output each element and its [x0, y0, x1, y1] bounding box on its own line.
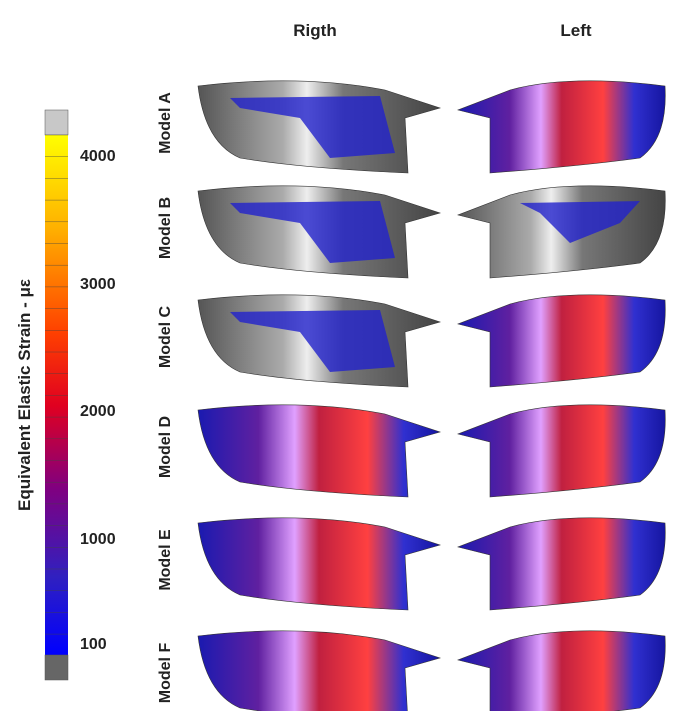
model-image: [458, 631, 665, 711]
model-image: [458, 81, 665, 173]
model-shape: [198, 405, 440, 497]
row-label: Model E: [157, 529, 174, 591]
colorbar-tick: 2000: [80, 403, 116, 420]
row-label: Model C: [157, 305, 174, 368]
column-header: Rigth: [293, 21, 336, 40]
colorbar-tick: 1000: [80, 531, 116, 548]
figure-canvas: Rigth Left 4000 3000 2000 1000 100 Equiv…: [0, 0, 691, 711]
colorbar-bottom: [45, 655, 68, 680]
model-shape: [198, 518, 440, 610]
model-image: [198, 186, 440, 278]
model-image: [198, 518, 440, 610]
model-image: [458, 186, 665, 278]
colorbar-tick: 100: [80, 636, 107, 653]
row-label: Model D: [157, 416, 174, 478]
column-header: Left: [560, 21, 592, 40]
model-shape: [198, 631, 440, 711]
model-shape: [458, 295, 665, 387]
row-label: Model A: [157, 92, 174, 154]
model-image: [458, 295, 665, 387]
model-image: [458, 405, 665, 497]
model-shape: [458, 405, 665, 497]
colorbar: [45, 110, 68, 680]
row-label: Model F: [157, 643, 174, 704]
colorbar-tick: 4000: [80, 148, 116, 165]
model-image: [198, 81, 440, 173]
model-image: [198, 295, 440, 387]
model-image: [458, 518, 665, 610]
colorbar-title: Equivalent Elastic Strain - με: [15, 279, 34, 511]
colorbar-gradient: [45, 135, 68, 655]
model-shape: [458, 81, 665, 173]
colorbar-tick: 3000: [80, 276, 116, 293]
model-image: [198, 631, 440, 711]
colorbar-top: [45, 110, 68, 135]
row-label: Model B: [157, 197, 174, 259]
model-shape: [458, 518, 665, 610]
model-image: [198, 405, 440, 497]
model-shape: [458, 631, 665, 711]
figure: Rigth Left 4000 3000 2000 1000 100 Equiv…: [0, 0, 691, 711]
